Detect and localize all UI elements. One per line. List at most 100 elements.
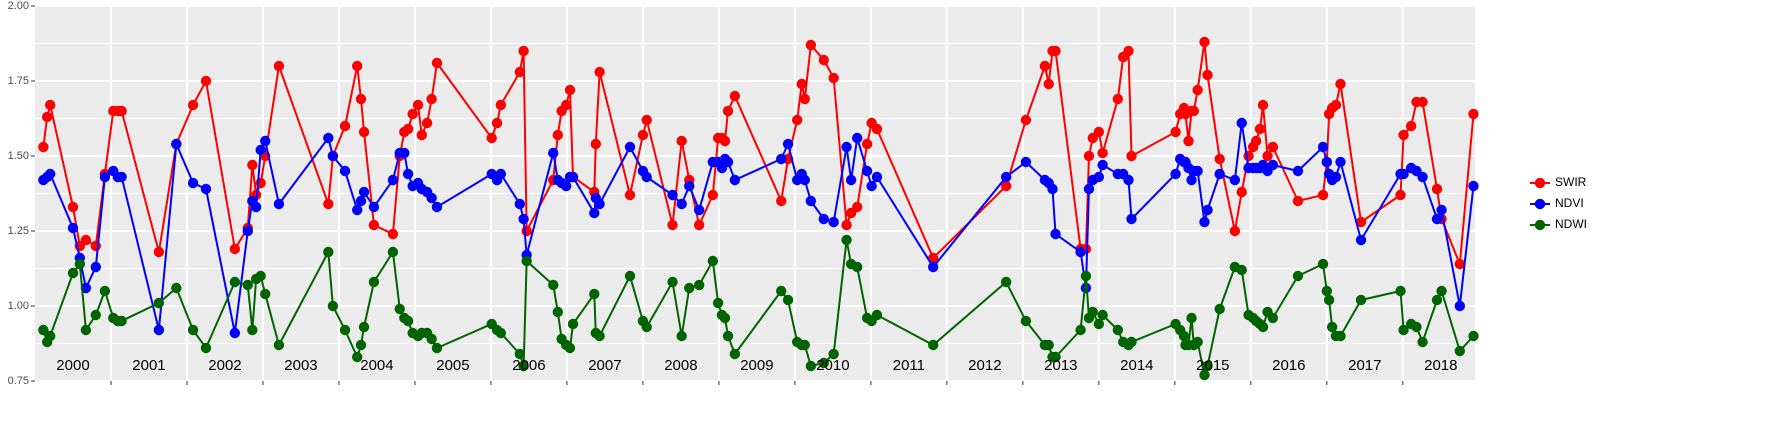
data-point <box>641 114 652 126</box>
data-point <box>1083 150 1095 162</box>
data-point <box>99 285 111 297</box>
data-point <box>1431 294 1443 306</box>
data-point <box>116 105 127 117</box>
data-point <box>667 276 678 288</box>
data-point <box>684 282 695 294</box>
data-point <box>495 168 507 180</box>
data-point <box>1257 321 1269 333</box>
data-point <box>791 114 803 126</box>
data-point <box>1431 213 1443 225</box>
data-point <box>1436 285 1447 297</box>
data-point <box>564 342 576 354</box>
data-point <box>805 195 817 207</box>
data-point <box>841 219 852 231</box>
data-point <box>1112 93 1124 105</box>
data-point <box>495 327 507 339</box>
data-point <box>421 117 433 129</box>
data-point <box>1468 330 1479 342</box>
data-point <box>667 219 678 231</box>
y-tick-label: 1.00 <box>8 300 29 312</box>
data-point <box>852 261 863 273</box>
data-point <box>1170 168 1181 180</box>
year-label: 2004 <box>360 357 393 374</box>
legend-marker <box>1534 177 1546 189</box>
data-point <box>1192 165 1203 177</box>
data-point <box>1083 183 1095 195</box>
data-point <box>247 324 258 336</box>
data-point <box>260 288 271 300</box>
data-point <box>1326 321 1338 333</box>
year-label: 2016 <box>1272 357 1305 374</box>
data-point <box>1243 150 1254 162</box>
data-point <box>200 75 212 87</box>
data-point <box>1188 105 1200 117</box>
data-point <box>44 99 56 111</box>
data-point <box>1183 135 1194 147</box>
data-point <box>1214 153 1225 165</box>
data-point <box>426 333 437 345</box>
data-point <box>368 219 380 231</box>
data-point <box>273 339 285 351</box>
data-point <box>90 240 101 252</box>
y-tick-label: 1.75 <box>8 75 29 87</box>
data-point <box>260 135 271 147</box>
data-point <box>799 93 810 105</box>
data-point <box>521 255 532 267</box>
data-point <box>1436 204 1447 216</box>
year-label: 2008 <box>664 357 697 374</box>
data-point <box>171 282 182 294</box>
data-point <box>1468 108 1479 120</box>
data-point <box>1000 171 1012 183</box>
data-point <box>719 312 731 324</box>
data-point <box>491 117 503 129</box>
data-point <box>1202 69 1213 81</box>
data-point <box>273 198 285 210</box>
data-point <box>1112 324 1124 336</box>
data-point <box>1020 114 1032 126</box>
year-label: 2002 <box>208 357 241 374</box>
data-point <box>828 72 839 84</box>
data-point <box>729 174 741 186</box>
year-label: 2000 <box>56 357 89 374</box>
data-point <box>852 132 863 144</box>
data-point <box>1097 159 1108 171</box>
data-point <box>358 126 370 138</box>
data-point <box>416 129 427 141</box>
data-point <box>861 138 873 150</box>
data-point <box>200 342 212 354</box>
data-point <box>323 198 334 210</box>
data-point <box>1202 204 1213 216</box>
y-tick-label: 2.00 <box>8 0 29 12</box>
data-point <box>1330 99 1342 111</box>
data-point <box>521 225 532 237</box>
data-point <box>805 360 817 372</box>
data-point <box>1126 150 1137 162</box>
data-point <box>776 153 787 165</box>
data-point <box>1236 117 1247 129</box>
data-point <box>486 132 497 144</box>
data-point <box>242 225 253 237</box>
data-point <box>358 186 370 198</box>
data-point <box>80 324 92 336</box>
data-point <box>818 213 829 225</box>
data-point <box>200 183 212 195</box>
data-point <box>402 315 414 327</box>
data-point <box>1321 285 1333 297</box>
data-point <box>90 261 101 273</box>
data-point <box>624 141 636 153</box>
legend-label: NDWI <box>1555 217 1587 231</box>
data-point <box>1126 336 1137 348</box>
data-point <box>1330 171 1342 183</box>
data-point <box>548 279 559 291</box>
data-point <box>1192 336 1203 348</box>
data-point <box>871 123 883 135</box>
data-point <box>1417 336 1428 348</box>
data-point <box>1186 174 1197 186</box>
y-tick-label: 1.25 <box>8 225 29 237</box>
data-point <box>1395 189 1406 201</box>
data-point <box>99 171 111 183</box>
data-point <box>590 138 602 150</box>
data-point <box>242 279 253 291</box>
data-point <box>368 201 380 213</box>
